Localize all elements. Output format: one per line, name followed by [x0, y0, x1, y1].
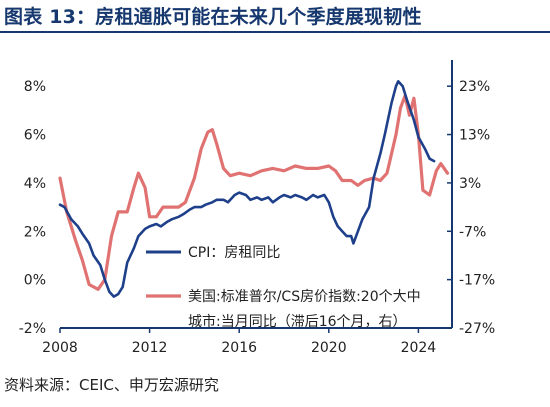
- left-axis-tick-label: 6%: [24, 128, 46, 144]
- x-axis-tick-label: 2024: [401, 340, 437, 356]
- right-axis-tick-label: -27%: [459, 321, 495, 337]
- x-axis-tick-label: 2020: [311, 340, 347, 356]
- line-chart: -2% 0% 2% 4% 6% 8% -27% -17% -7% 3% 13% 23% 2008 2012…: [19, 60, 495, 356]
- right-axis-tick-label: 13%: [459, 128, 490, 144]
- x-axis-tick-label: 2008: [42, 340, 78, 356]
- right-axis-tick-label: 23%: [459, 79, 490, 95]
- legend-label-case-shiller: 美国:标准普尔/CS房价指数:20个大中城市:当月同比（滞后16个月，右）: [188, 289, 421, 330]
- right-axis-tick-label: -17%: [459, 273, 495, 289]
- legend-label-line-2: 城市:当月同比（滞后16个月，右）: [188, 313, 407, 330]
- left-axis-tick-label: 2%: [24, 224, 46, 240]
- series-line-cpi-rent: [58, 80, 436, 298]
- source-note: 资料来源：CEIC、申万宏源研究: [4, 376, 219, 394]
- x-axis-tick-label: 2012: [132, 340, 168, 356]
- left-axis-tick-label: -2%: [19, 321, 46, 337]
- right-axis-tick-label: -7%: [459, 224, 486, 240]
- left-axis-tick-label: 0%: [24, 273, 46, 289]
- left-axis-tick-label: 4%: [24, 176, 46, 192]
- title-divider: [0, 31, 550, 33]
- x-axis-tick-label: 2016: [221, 340, 257, 356]
- right-axis-tick-label: 3%: [459, 176, 481, 192]
- series-line-case-shiller: [58, 94, 450, 291]
- left-axis-tick-label: 8%: [24, 79, 46, 95]
- legend-label-cpi-rent: CPI：房租同比: [188, 245, 280, 261]
- legend-label-line-1: 美国:标准普尔/CS房价指数:20个大中: [188, 289, 421, 305]
- figure-title: 图表 13：房租通胀可能在未来几个季度展现韧性: [4, 6, 422, 28]
